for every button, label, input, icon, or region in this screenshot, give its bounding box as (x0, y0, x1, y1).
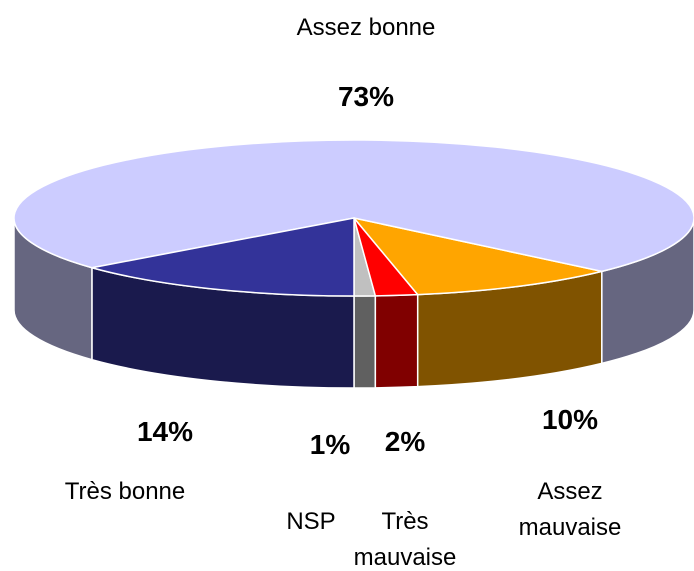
pie-slice (91, 217, 355, 297)
pie-side (353, 295, 377, 389)
category-label: Assez mauvaise (518, 478, 622, 541)
pie-side (374, 293, 419, 389)
category-label: Très bonne (64, 478, 186, 505)
category-label: Assez bonne (296, 14, 436, 41)
value-label: 2% (384, 426, 426, 457)
value-label: 1% (309, 429, 351, 460)
category-label: Très mauvaise (353, 508, 457, 571)
value-label: 73% (337, 81, 395, 112)
value-label: 10% (541, 404, 599, 435)
category-label: NSP (286, 508, 336, 535)
pie-slice (352, 216, 603, 296)
value-label: 14% (136, 416, 194, 447)
